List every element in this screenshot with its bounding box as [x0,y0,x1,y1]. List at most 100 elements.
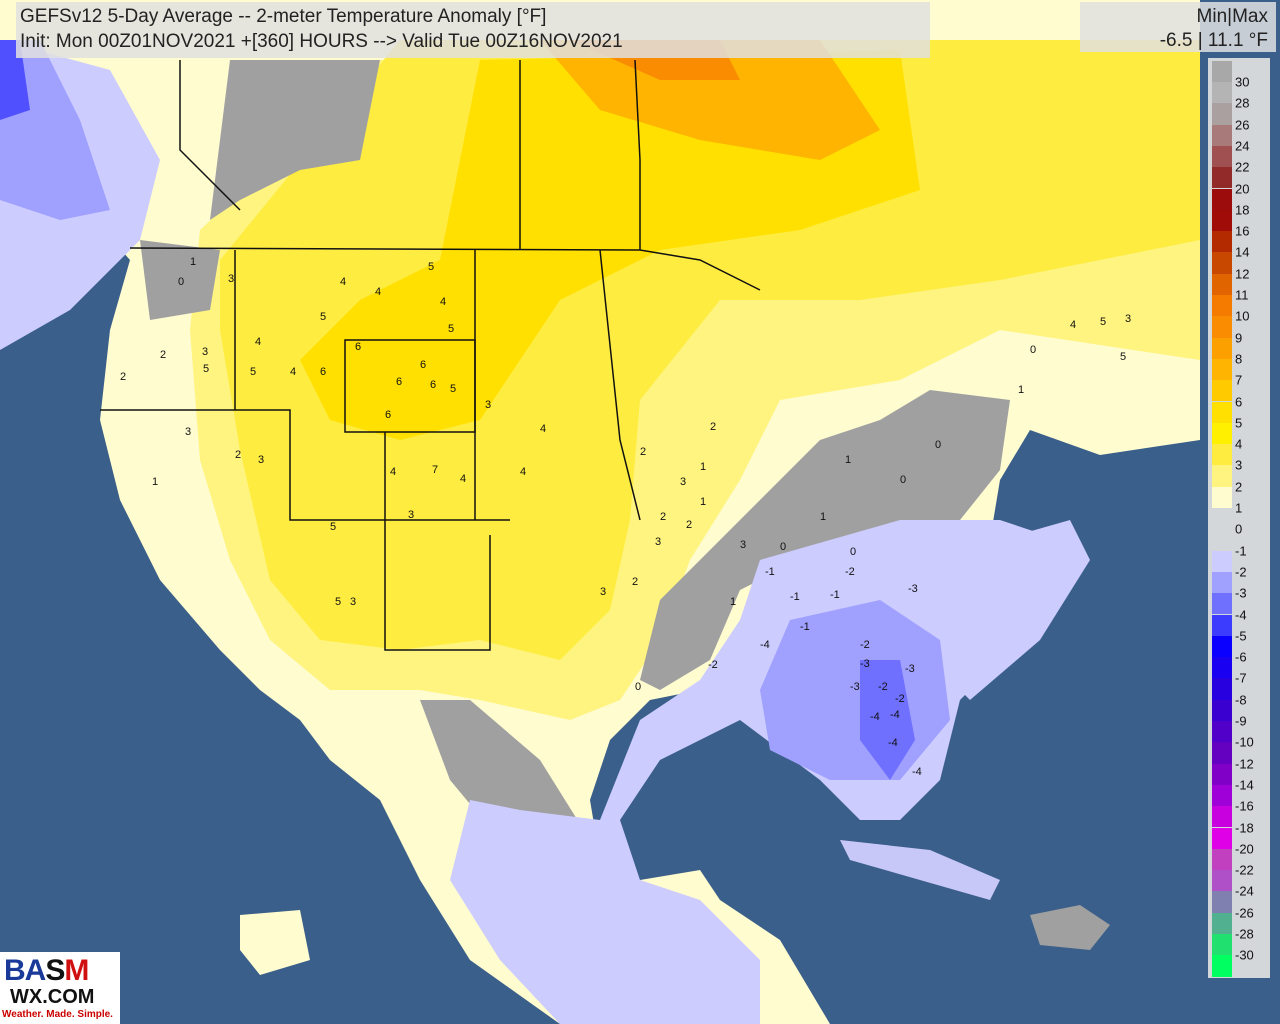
legend-label: -8 [1235,692,1247,708]
zone-plus7 [540,40,880,160]
station-value: 4 [290,366,296,378]
legend-swatch [1212,891,1232,913]
legend-label: 24 [1235,138,1250,154]
legend-swatch [1212,145,1232,168]
land-cuba [840,840,1000,900]
legend-label: -6 [1235,649,1247,665]
state-borders [100,59,761,651]
legend-label: 28 [1235,95,1250,111]
legend-label: -16 [1235,798,1254,814]
legend-label: 9 [1235,330,1243,346]
station-value: -4 [890,709,900,721]
station-value: -1 [830,589,840,601]
station-value: -2 [708,659,718,671]
legend-swatch [1212,870,1232,892]
station-value: 0 [635,681,641,693]
station-value: 3 [600,586,606,598]
legend-swatch [1212,699,1232,721]
zone-minus3 [860,660,915,780]
legend-swatch [1212,550,1232,572]
station-value: 7 [432,464,438,476]
legend-swatch [1212,635,1232,658]
station-value: 0 [1030,344,1036,356]
station-value: 4 [520,466,526,478]
legend-label: -30 [1235,947,1254,963]
station-value: 4 [1070,319,1076,331]
zone-zero-east [640,390,1010,690]
legend-swatch [1212,827,1232,849]
station-value: -3 [908,583,918,595]
legend-swatch [1212,912,1232,934]
legend-label: 10 [1235,308,1250,324]
legend-swatch [1212,167,1232,189]
station-value: 6 [385,409,391,421]
legend-label: -12 [1235,756,1254,772]
title-panel: GEFSv12 5-Day Average -- 2-meter Tempera… [16,2,930,58]
station-value: 5 [203,363,209,375]
legend-label: -18 [1235,820,1254,835]
station-value: 3 [485,399,491,411]
legend-swatch [1212,273,1232,295]
station-value: 5 [448,323,454,335]
station-value: 3 [1125,313,1131,325]
station-value: -3 [860,658,870,670]
legend-label: 22 [1235,159,1250,175]
station-value: 3 [202,346,208,358]
legend-swatch [1212,252,1232,274]
station-value: -4 [870,711,880,723]
station-value: 3 [655,536,661,548]
station-value: 6 [396,376,402,388]
color-legend: 30 28 26 24 22 20 18 16 14 12 11 10 9 8 7 6 5 4 3 2 1 0 -1 -2 -3… [1208,58,1270,978]
station-value: 5 [250,366,256,378]
station-value: 5 [330,521,336,533]
legend-swatch [1212,934,1232,956]
map-title: GEFSv12 5-Day Average -- 2-meter Tempera… [20,6,547,27]
legend-swatch [1212,316,1232,338]
station-value: 4 [375,286,381,298]
station-value: 3 [185,426,191,438]
station-value: -4 [912,766,922,778]
legend-label: 16 [1235,223,1250,239]
legend-label: 11 [1235,287,1249,303]
station-value: 4 [390,466,396,478]
legend-label: 26 [1235,117,1250,133]
legend-swatch [1212,231,1232,253]
legend-label: -1 [1235,543,1247,559]
legend-label: -9 [1235,713,1247,729]
station-value: -2 [845,566,855,578]
station-value: 5 [335,596,341,608]
legend-label: 5 [1235,415,1243,431]
legend-swatch [1212,678,1232,700]
station-value: 0 [178,276,184,288]
legend-label: 0 [1235,521,1243,537]
station-value: 5 [450,383,456,395]
legend-swatch [1212,295,1232,317]
station-value: 2 [120,371,126,383]
legend-swatch [1212,422,1232,445]
legend-swatch [1212,60,1232,82]
station-value: 6 [320,366,326,378]
station-value: 2 [686,519,692,531]
station-value: 1 [700,461,706,473]
station-value: 1 [190,256,196,268]
legend-swatch [1212,465,1232,487]
station-value: -2 [878,681,888,693]
legend-swatch [1212,784,1232,807]
station-value: -4 [760,639,770,651]
logo-tagline: Weather. Made. Simple. [2,1009,113,1020]
minmax-value: -6.5 | 11.1 °F [1159,30,1268,51]
legend-label: 4 [1235,436,1243,452]
station-value: 3 [740,539,746,551]
legend-swatch [1212,571,1232,594]
zone-minus2-west [0,40,110,220]
station-value: 3 [258,454,264,466]
minmax-panel: Min|Max -6.5 | 11.1 °F [1080,2,1276,52]
legend-label: 7 [1235,372,1243,388]
station-value: -1 [800,621,810,633]
legend-swatch [1212,380,1232,402]
map-subtitle: Init: Mon 00Z01NOV2021 +[360] HOURS --> … [20,31,623,52]
station-value: 5 [1120,351,1126,363]
station-value: 4 [460,473,466,485]
station-value: 1 [730,596,736,608]
